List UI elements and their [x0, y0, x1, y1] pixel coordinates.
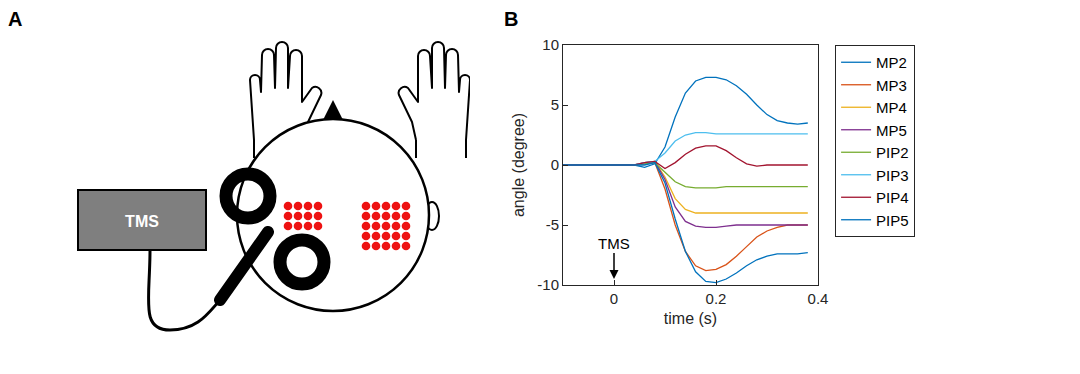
svg-text:10: 10: [542, 36, 559, 53]
svg-text:MP4: MP4: [876, 99, 907, 116]
svg-text:PIP5: PIP5: [876, 212, 909, 229]
svg-text:0: 0: [551, 156, 559, 173]
svg-text:0.4: 0.4: [808, 290, 829, 307]
svg-text:A: A: [8, 8, 22, 30]
svg-text:angle (degree): angle (degree): [510, 113, 527, 217]
svg-text:-10: -10: [537, 276, 559, 293]
svg-text:-5: -5: [546, 216, 559, 233]
svg-text:MP5: MP5: [876, 122, 907, 139]
svg-text:0: 0: [610, 290, 618, 307]
svg-text:TMS: TMS: [125, 213, 159, 230]
svg-text:MP2: MP2: [876, 54, 907, 71]
svg-text:B: B: [504, 8, 518, 30]
svg-text:PIP3: PIP3: [876, 167, 909, 184]
svg-text:PIP4: PIP4: [876, 189, 909, 206]
svg-text:TMS: TMS: [598, 235, 630, 252]
svg-text:5: 5: [551, 96, 559, 113]
svg-text:MP3: MP3: [876, 77, 907, 94]
svg-text:0.2: 0.2: [706, 290, 727, 307]
svg-text:PIP2: PIP2: [876, 144, 909, 161]
svg-text:time (s): time (s): [664, 310, 717, 327]
